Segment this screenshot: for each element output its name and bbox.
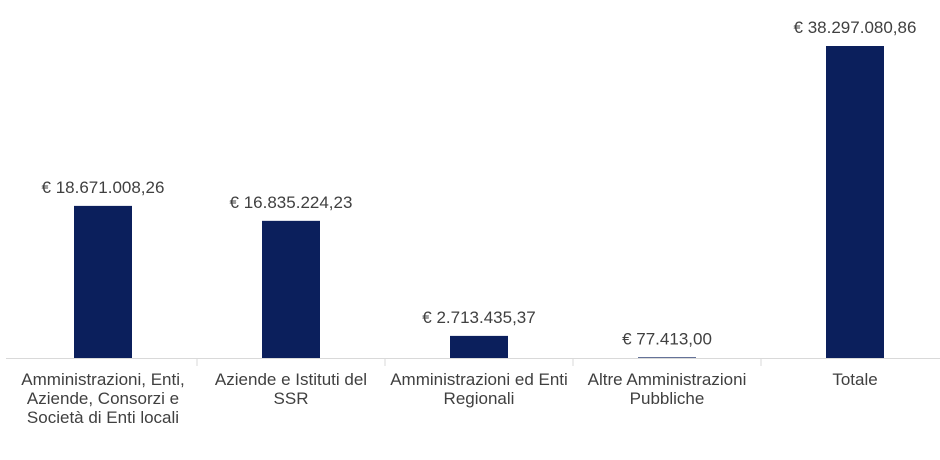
bar: [826, 46, 884, 358]
bar: [638, 357, 696, 359]
data-label: € 2.713.435,37: [422, 308, 535, 327]
data-label: € 38.297.080,86: [794, 18, 917, 37]
x-tick-label: Totale: [832, 370, 878, 389]
bar: [262, 220, 320, 358]
bar: [74, 205, 132, 358]
bar: [450, 335, 508, 358]
data-label: € 16.835.224,23: [230, 193, 353, 212]
x-tick-label: Aziende e Istituti del SSR: [214, 370, 368, 408]
data-label: € 77.413,00: [622, 329, 712, 348]
x-tick-label: Altre Amministrazioni Pubbliche: [587, 370, 747, 408]
x-tick-label: Amministrazioni ed Enti Regionali: [390, 370, 568, 408]
data-label: € 18.671.008,26: [42, 178, 165, 197]
x-tick-label: Amministrazioni, Enti, Aziende, Consorzi…: [21, 370, 185, 427]
